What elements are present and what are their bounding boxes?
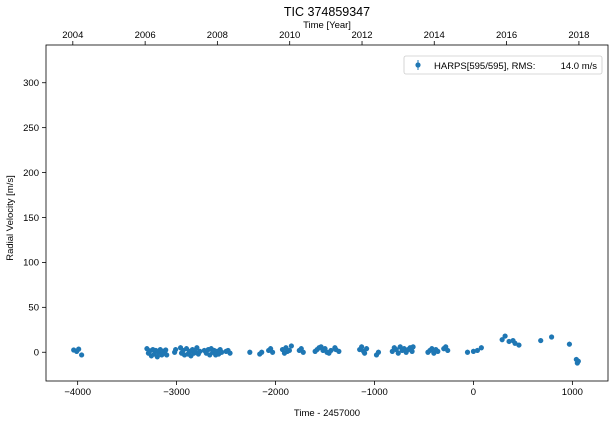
data-point — [410, 344, 416, 350]
legend-rms: 14.0 m/s — [561, 61, 598, 72]
y-axis-label: Radial Velocity [m/s] — [5, 175, 16, 261]
data-point — [445, 347, 451, 354]
data-point — [227, 350, 233, 356]
data-point — [538, 337, 544, 344]
x-tick-label: 1000 — [562, 387, 583, 398]
y-tick-label: 150 — [23, 213, 39, 224]
data-point — [512, 340, 518, 346]
data-point — [435, 348, 441, 354]
top-axis-label: Time [Year] — [303, 20, 351, 31]
y-tick-label: 100 — [23, 258, 39, 269]
legend: HARPS[595/595], RMS: 14.0 m/s — [403, 55, 603, 75]
data-point — [361, 350, 368, 356]
data-point — [269, 349, 276, 355]
chart-title: TIC 374859347 — [284, 5, 370, 19]
data-point — [259, 349, 265, 355]
top-tick-label: 2014 — [424, 30, 445, 41]
data-points — [71, 333, 581, 366]
top-tick-label: 2008 — [207, 30, 228, 41]
top-tick-label: 2012 — [351, 30, 372, 41]
data-point — [474, 347, 480, 354]
top-tick-label: 2016 — [496, 30, 517, 41]
y-tick-label: 50 — [28, 303, 39, 314]
y-tick-label: 250 — [23, 123, 39, 134]
data-point — [395, 350, 401, 356]
x-axis-label: Time - 2457000 — [294, 408, 360, 419]
plot-frame — [45, 44, 609, 382]
data-point — [470, 348, 477, 354]
data-point — [194, 345, 200, 351]
x-tick-label: −4000 — [64, 387, 91, 398]
data-point — [375, 349, 382, 355]
top-tick-label: 2018 — [568, 30, 589, 41]
data-point — [464, 349, 471, 355]
data-point — [286, 347, 293, 354]
data-point — [163, 347, 169, 353]
data-point — [154, 354, 160, 360]
top-tick-label: 2010 — [279, 30, 300, 41]
data-point — [164, 352, 170, 358]
x-tick-label: −1000 — [361, 387, 388, 398]
legend-marker — [415, 62, 421, 68]
y-tick-label: 200 — [23, 168, 39, 179]
data-point — [76, 346, 82, 352]
data-point — [575, 358, 581, 364]
data-point — [506, 338, 512, 345]
legend-box — [403, 55, 603, 75]
data-point — [219, 349, 225, 355]
data-point — [79, 352, 85, 358]
data-point — [336, 348, 342, 354]
data-point — [288, 343, 294, 349]
y-tick-label: 0 — [34, 348, 39, 359]
axis-ticks: −4000 −3000 −2000 −1000 0 1000 0 50 100 150 200 250… — [23, 30, 589, 398]
x-tick-label: −2000 — [262, 387, 289, 398]
data-point — [300, 349, 306, 355]
x-tick-label: −3000 — [163, 387, 190, 398]
data-point — [499, 337, 505, 343]
data-point — [478, 345, 484, 351]
legend-label: HARPS[595/595], RMS: — [434, 61, 535, 72]
data-point — [502, 333, 508, 339]
data-point — [363, 346, 370, 352]
data-point — [429, 346, 435, 352]
top-tick-label: 2006 — [135, 30, 156, 41]
data-point — [359, 344, 365, 350]
data-point — [516, 342, 522, 348]
data-point — [197, 348, 203, 354]
top-tick-label: 2004 — [62, 30, 83, 41]
data-point — [173, 346, 179, 353]
data-point — [328, 347, 334, 354]
y-tick-label: 300 — [23, 78, 39, 89]
x-tick-label: 0 — [471, 387, 476, 398]
data-point — [247, 349, 253, 355]
data-point — [409, 348, 415, 354]
data-point — [566, 341, 573, 347]
data-point — [549, 334, 555, 340]
